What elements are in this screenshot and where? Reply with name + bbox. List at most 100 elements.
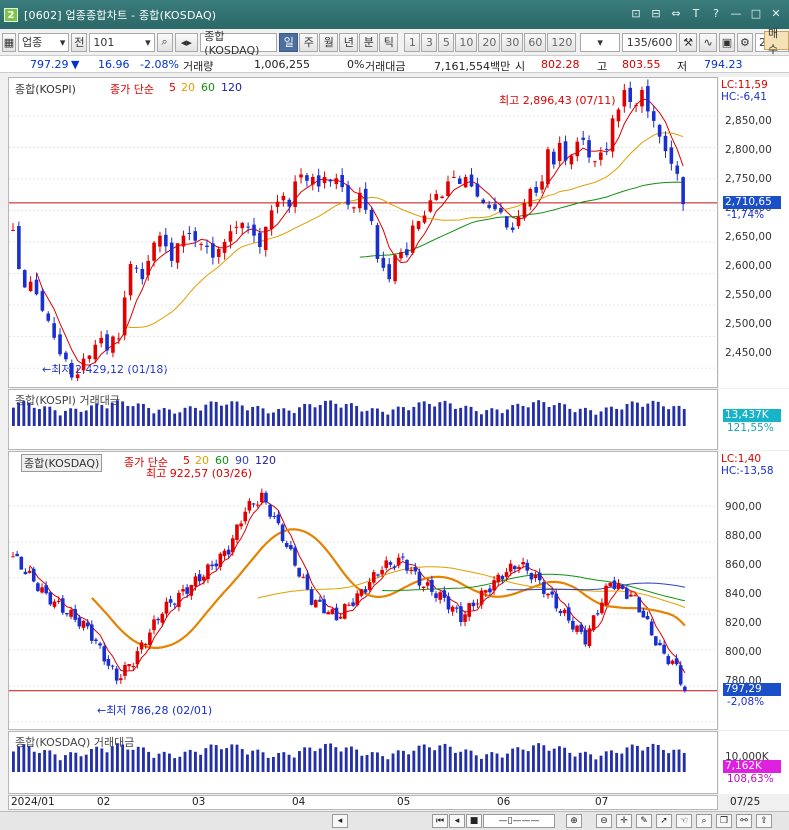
kosdaq-amount-bar-27 [152,757,156,772]
kospi-price-panel[interactable]: 종합(KOSPI) 종가 단순 5 20 60 120 최고 2,896,43 … [8,77,718,388]
interval-button-7[interactable]: 120 [547,32,577,52]
interval-button-2[interactable]: 5 [438,32,455,52]
kosdaq-candle-54 [235,524,239,540]
search-icon[interactable]: ⌕ [156,32,173,52]
period-tab-3[interactable]: 년 [339,32,359,52]
window-button-2[interactable]: ⇔ [671,6,681,20]
prev-icon[interactable]: ◂ [449,814,465,828]
arrow-icon[interactable]: ➚ [656,814,672,828]
kosdaq-current-tag: 797,29 [723,683,781,696]
kosdaq-ma5: 5 [183,454,190,467]
kospi-amount-bar-38 [209,401,213,426]
kosdaq-candle-58 [251,503,256,505]
window-button-3[interactable]: T [692,6,700,20]
kosdaq-candle-152 [641,610,646,618]
kospi-candle-103 [616,109,621,122]
kosdaq-candle-79 [338,616,343,619]
kospi-candle-30 [187,232,192,234]
kosdaq-candle-55 [239,523,243,527]
kosdaq-amount-panel[interactable]: 종합(KOSDAQ) 거래대금 [8,731,718,794]
interval-select[interactable]: ▾ [580,32,620,52]
hand-icon[interactable]: ☜ [676,814,692,828]
kosdaq-candle-112 [475,603,480,605]
kospi-amount-bars [12,400,686,426]
kosdaq-amount-bar-98 [521,749,525,772]
kosdaq-candle-21 [98,643,102,646]
kospi-amount-panel[interactable]: 종합(KOSPI) 거래대금 [8,389,718,450]
zoom-out-icon[interactable]: ⊖ [596,814,612,828]
period-tab-4[interactable]: 분 [359,32,379,52]
interval-button-0[interactable]: 1 [404,32,421,52]
count-field[interactable]: 135/600 [621,32,678,52]
kosdaq-amount-bar-30 [168,753,171,772]
magnifier-icon[interactable]: ⌕ [696,814,712,828]
kosdaq-amount-bar-44 [240,749,244,772]
kospi-amount-bar-95 [506,409,509,426]
kospi-candle-76 [457,178,462,184]
window-button-7[interactable]: ✕ [771,6,781,20]
interval-button-6[interactable]: 60 [524,32,547,52]
stop-icon[interactable]: ■ [466,814,482,828]
kosdaq-candle-156 [658,642,662,646]
period-tab-0[interactable]: 일 [279,32,299,52]
window-button-5[interactable]: — [730,6,742,20]
kospi-amount-bar-13 [79,411,83,426]
period-tab-2[interactable]: 월 [319,32,339,52]
kosdaq-amount-bar-58 [313,751,317,772]
kosdaq-candle-11 [56,600,61,602]
crosshair-icon[interactable]: ✛ [616,814,632,828]
window-title: [0602] 업종종합차트 - 종합(KOSDAQ) [24,8,217,22]
kosdaq-candle-19 [89,624,94,641]
kosdaq-ma120: 120 [255,454,276,467]
interval-button-5[interactable]: 30 [501,32,524,52]
speaker-icon[interactable]: ◂▸ [174,32,199,52]
window-button-4[interactable]: ? [713,6,719,20]
window-button-1[interactable]: ⊟ [651,6,661,20]
interval-button-3[interactable]: 10 [455,32,478,52]
kosdaq-candle-60 [260,492,264,503]
window-button-6[interactable]: □ [750,6,762,20]
buy-button[interactable]: 매수 [764,27,789,56]
prev-button[interactable]: 전 [71,32,88,52]
kosdaq-candle-158 [666,656,671,665]
zoom-slider[interactable]: —▯——— [483,814,555,828]
draw-icon[interactable]: ✎ [636,814,652,828]
kosdaq-amount-bar-55 [298,751,301,772]
copy-icon[interactable]: ❐ [716,814,732,828]
kospi-candle-chart [9,79,717,382]
zoom-in-icon[interactable]: ⊕ [566,814,582,828]
export-icon[interactable]: ⇪ [756,814,772,828]
name-field[interactable]: 종합(KOSDAQ) [200,30,278,57]
period-tab-5[interactable]: 틱 [379,32,399,52]
kospi-amount-bar-120 [636,402,639,426]
save-icon[interactable]: ▣ [718,32,735,52]
tools-icon[interactable]: ⚒ [679,32,698,52]
kosdaq-candle-134 [566,607,571,621]
code-input[interactable]: 101 ▾ [89,32,155,52]
settings-icon[interactable]: ⚙ [736,32,753,52]
first-icon[interactable]: ⏮ [432,814,448,828]
period-tab-1[interactable]: 주 [299,32,319,52]
open-label: 시 [515,60,526,73]
kosdaq-amount-bar-59 [318,748,322,772]
kosdaq-candle-8 [44,585,48,594]
kospi-amount-bar-74 [396,406,400,426]
interval-button-4[interactable]: 20 [478,32,501,52]
scroll-left-icon[interactable]: ◂ [332,814,348,828]
kosdaq-candle-72 [309,589,314,605]
kosdaq-candle-71 [305,574,310,590]
kosdaq-amount-bar-53 [287,754,291,772]
interval-button-1[interactable]: 3 [421,32,438,52]
window-button-0[interactable]: ⊡ [631,6,641,20]
market-select[interactable]: 업종 ▾ [18,32,70,52]
kosdaq-current-rate: -2,08% [727,696,765,708]
bottom-scrollbar[interactable]: ◂ ⏮ ◂ ■ —▯——— ⊕ ⊖ ✛ ✎ ➚ ☜ ⌕ ❐ ⚯ ⇪ [0,811,789,830]
kospi-amount-bar-72 [386,414,390,426]
kosdaq-amount-bar-86 [459,751,463,772]
kosdaq-candle-48 [210,564,214,567]
kosdaq-price-panel[interactable]: 종합(KOSDAQ) 종가 단순 5 20 60 90 120 최고 922,5… [8,451,718,730]
indicator-icon[interactable]: ∿ [699,32,717,52]
layout-icon[interactable]: ▦ [2,32,16,52]
link-icon[interactable]: ⚯ [736,814,752,828]
kosdaq-candle-148 [624,588,629,599]
